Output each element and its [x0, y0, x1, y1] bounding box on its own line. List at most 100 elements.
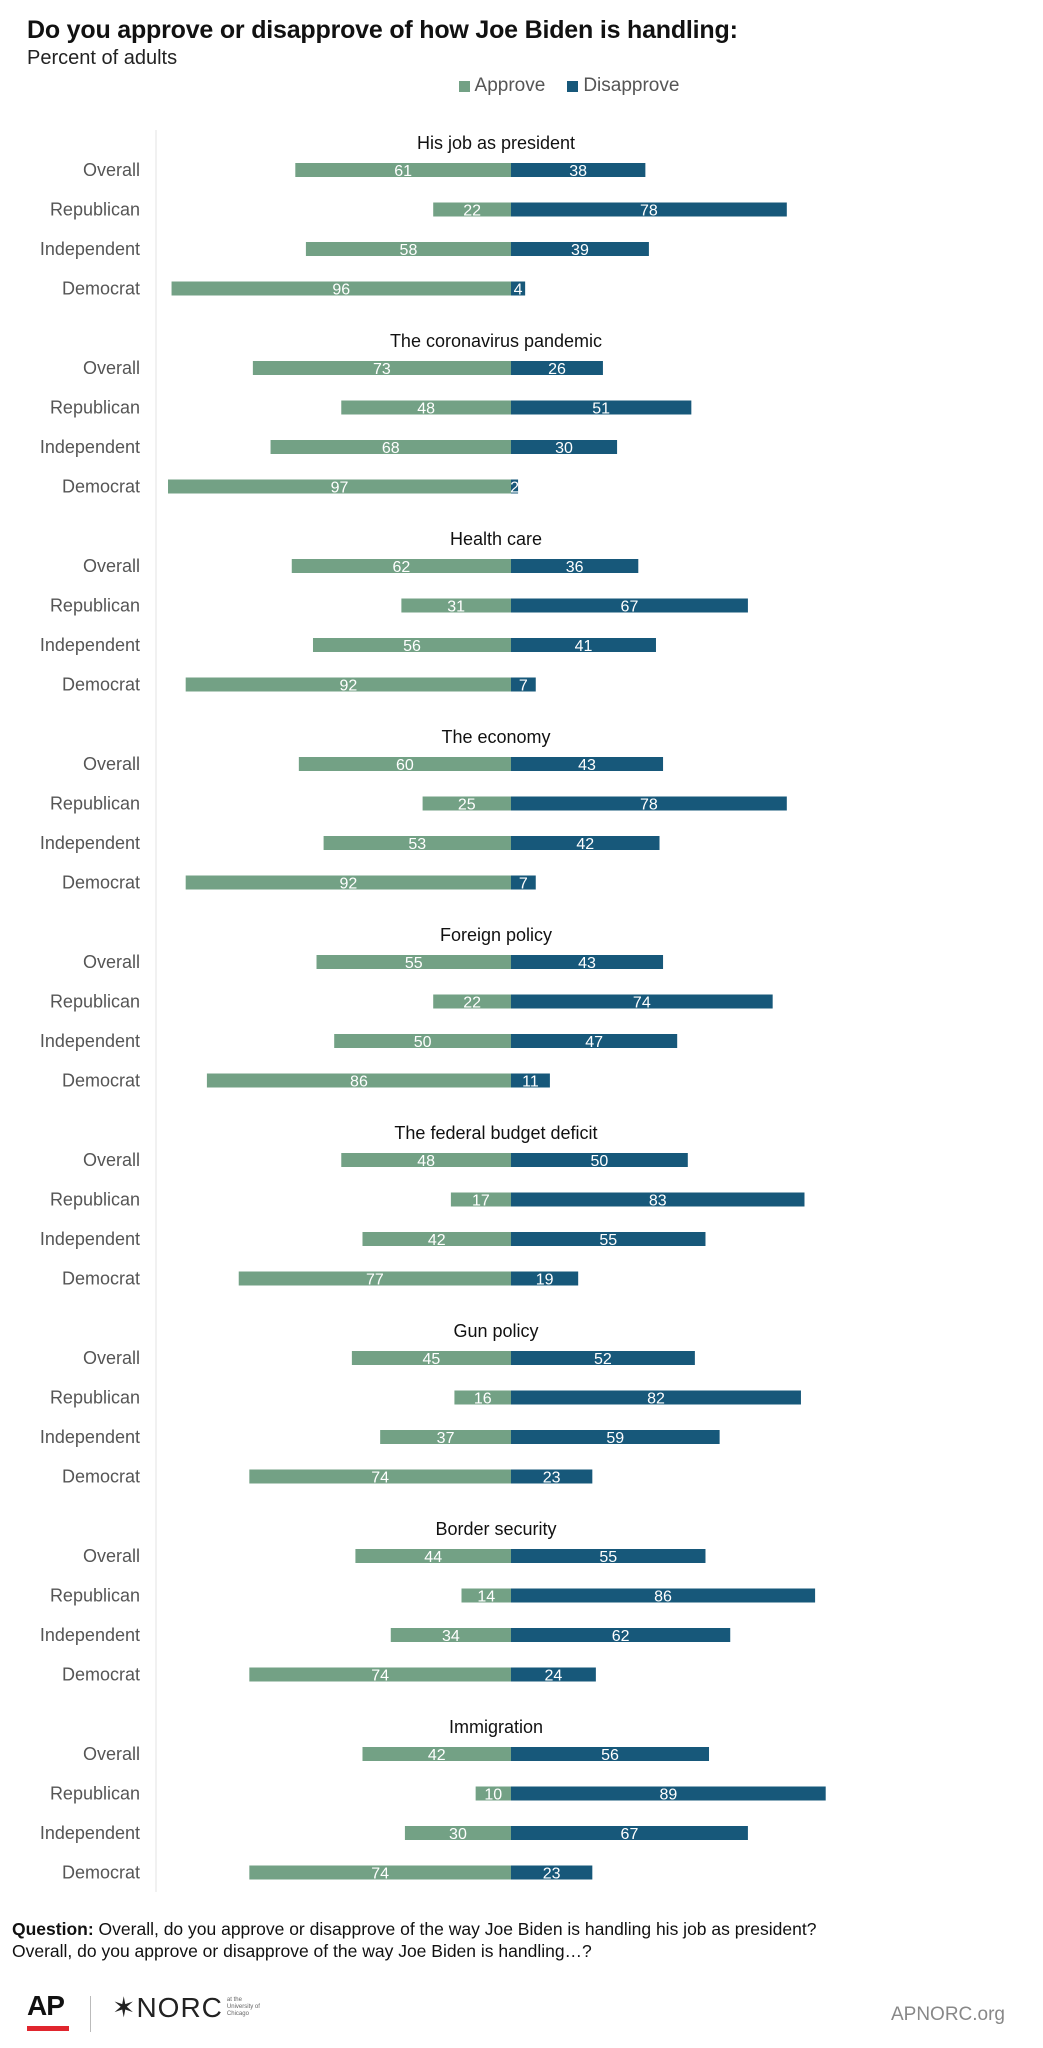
approve-bar: [380, 1430, 511, 1444]
disapprove-bar: [511, 677, 536, 692]
disapprove-bar: [511, 281, 526, 296]
disapprove-bar: [511, 479, 519, 494]
approve-bar: [341, 1153, 511, 1167]
approve-value-label: 42: [428, 1747, 446, 1764]
disapprove-bar: [511, 242, 649, 256]
disapprove-value-label: 26: [548, 361, 566, 378]
approve-value-label: 97: [331, 480, 349, 497]
disapprove-bar: [511, 1390, 801, 1405]
disapprove-bar: [511, 1232, 706, 1246]
disapprove-bar: [511, 796, 787, 811]
approve-bar: [270, 440, 511, 454]
approve-value-label: 14: [477, 1589, 495, 1606]
approve-value-label: 74: [371, 1470, 389, 1487]
disapprove-value-label: 11: [522, 1074, 539, 1091]
row-label: Independent: [40, 437, 140, 457]
row-label: Republican: [50, 398, 140, 418]
approve-bar: [298, 757, 511, 771]
approve-value-label: 16: [474, 1391, 492, 1408]
approve-bar: [454, 1390, 511, 1405]
disapprove-value-label: 89: [659, 1787, 677, 1804]
approve-bar: [401, 598, 511, 613]
disapprove-bar: [511, 1667, 596, 1682]
approve-value-label: 44: [424, 1549, 442, 1566]
approve-bar: [362, 1232, 511, 1246]
approve-bar: [295, 163, 511, 177]
norc-logo: ✶NORC at the University of Chicago: [112, 1991, 265, 2024]
legend-swatch-disapprove: [567, 80, 579, 92]
approve-bar: [305, 242, 511, 256]
approve-value-label: 17: [472, 1193, 490, 1210]
approve-bar: [312, 638, 511, 652]
approve-value-label: 86: [350, 1074, 368, 1091]
disapprove-value-label: 39: [571, 242, 589, 259]
disapprove-bar: [511, 1747, 710, 1761]
chart-title: Do you approve or disapprove of how Joe …: [27, 16, 738, 44]
disapprove-value-label: 52: [594, 1351, 612, 1368]
disapprove-value-label: 24: [545, 1668, 563, 1685]
approve-bar: [168, 479, 511, 494]
approve-bar: [433, 994, 511, 1009]
row-label: Overall: [83, 556, 140, 576]
approve-value-label: 55: [405, 955, 423, 972]
approve-bar: [355, 1549, 511, 1563]
ap-logo-underline: [27, 2026, 69, 2031]
approve-bar: [334, 1034, 511, 1048]
approve-value-label: 96: [332, 282, 350, 299]
row-label: Democrat: [62, 675, 140, 695]
question-label: Question:: [12, 1919, 94, 1939]
row-label: Democrat: [62, 1863, 140, 1883]
disapprove-bar: [511, 638, 656, 652]
approve-bar: [171, 281, 511, 296]
disapprove-value-label: 38: [569, 163, 587, 180]
disapprove-bar: [511, 1469, 593, 1484]
approve-bar: [249, 1865, 511, 1880]
approve-bar: [433, 202, 511, 217]
approve-value-label: 92: [339, 876, 357, 893]
disapprove-value-label: 7: [519, 876, 528, 893]
disapprove-bar: [511, 1628, 731, 1642]
approve-bar: [249, 1469, 511, 1484]
approve-value-label: 74: [371, 1668, 389, 1685]
approve-bar: [341, 400, 511, 415]
row-label: Independent: [40, 1031, 140, 1051]
disapprove-value-label: 42: [576, 836, 594, 853]
approve-value-label: 68: [382, 440, 400, 457]
disapprove-bar: [511, 1351, 695, 1365]
disapprove-value-label: 30: [555, 440, 573, 457]
row-label: Overall: [83, 1348, 140, 1368]
disapprove-bar: [511, 361, 603, 375]
row-label: Republican: [50, 1784, 140, 1804]
disapprove-value-label: 19: [536, 1272, 554, 1289]
disapprove-value-label: 51: [592, 401, 610, 418]
disapprove-value-label: 36: [566, 559, 584, 576]
disapprove-value-label: 2: [510, 480, 519, 497]
approve-value-label: 73: [373, 361, 391, 378]
row-label: Independent: [40, 1823, 140, 1843]
approve-value-label: 34: [442, 1628, 460, 1645]
disapprove-value-label: 83: [649, 1193, 667, 1210]
apnorc-link[interactable]: APNORC.org: [890, 2004, 1005, 2025]
row-label: Democrat: [62, 1467, 140, 1487]
approve-value-label: 22: [463, 995, 481, 1012]
approve-value-label: 10: [484, 1787, 502, 1804]
disapprove-value-label: 43: [578, 955, 596, 972]
approve-bar: [206, 1073, 512, 1088]
approve-value-label: 56: [403, 638, 421, 655]
chart-plot: His job as president Overall 61 38 Republica…: [40, 130, 826, 1892]
row-label: Overall: [83, 952, 140, 972]
disapprove-bar: [511, 1549, 706, 1563]
row-label: Overall: [83, 1744, 140, 1764]
row-label: Republican: [50, 596, 140, 616]
norc-logo-subtext: at the University of Chicago: [226, 1997, 260, 2017]
chart-legend: Approve Disapprove: [0, 75, 1043, 97]
panel-title: His job as president: [417, 133, 575, 153]
row-label: Republican: [50, 1586, 140, 1606]
disapprove-value-label: 78: [640, 203, 658, 220]
row-label: Independent: [40, 833, 140, 853]
disapprove-value-label: 55: [599, 1549, 617, 1566]
row-label: Independent: [40, 635, 140, 655]
row-label: Independent: [40, 1625, 140, 1645]
panel-title: Gun policy: [453, 1321, 538, 1341]
disapprove-bar: [511, 1073, 550, 1088]
